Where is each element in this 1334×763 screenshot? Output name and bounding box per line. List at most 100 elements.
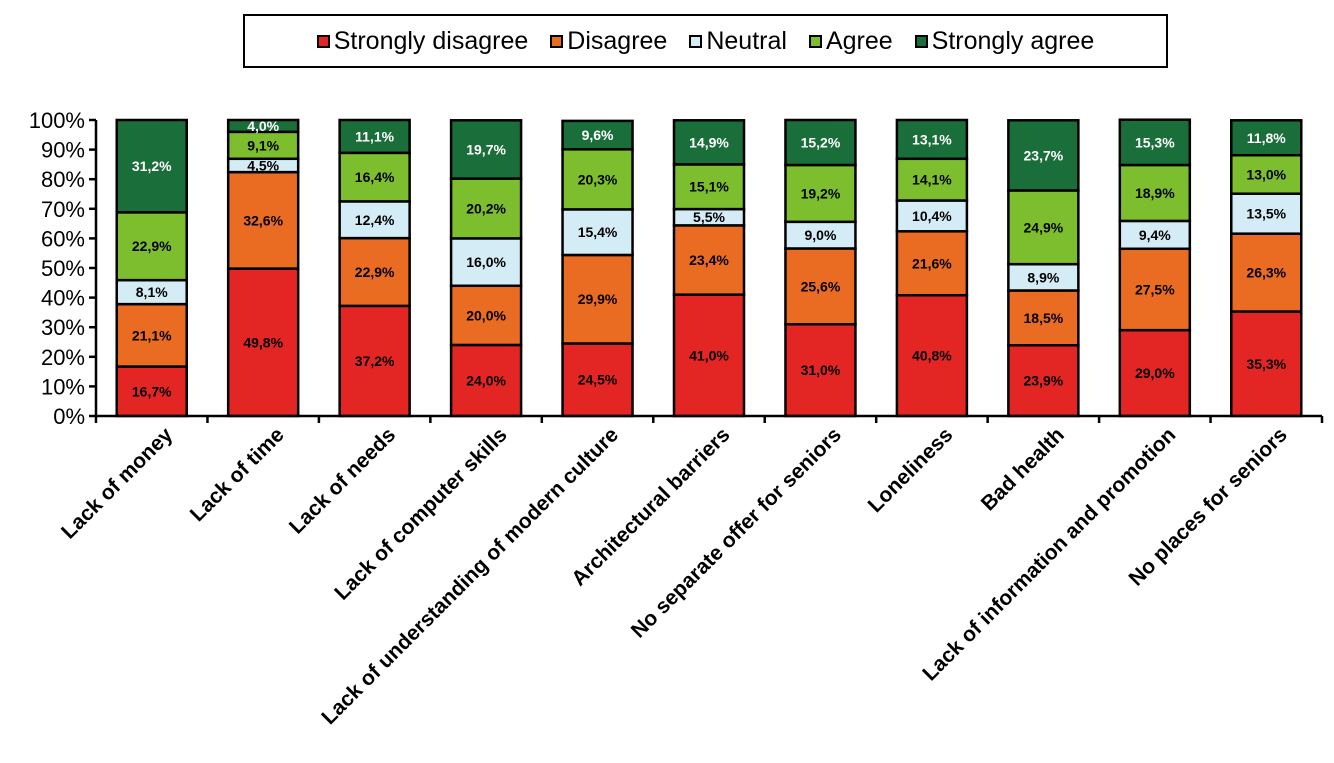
data-label: 20,0% xyxy=(466,307,506,323)
bar-segment xyxy=(449,119,523,180)
legend-item: Strongly disagree xyxy=(316,26,529,56)
x-tick-label: No separate offer for seniors xyxy=(627,423,846,642)
data-label: 23,9% xyxy=(1024,373,1064,389)
legend-item: Neutral xyxy=(689,27,787,56)
legend-swatch xyxy=(550,34,564,48)
x-tick-label: Loneliness xyxy=(864,423,958,517)
bar-segment xyxy=(1230,119,1303,157)
y-tick-label: 40% xyxy=(41,286,85,311)
data-label: 19,7% xyxy=(466,141,506,157)
y-tick-label: 0% xyxy=(53,404,85,429)
legend-swatch xyxy=(808,34,822,48)
data-label: 24,5% xyxy=(578,372,618,388)
bar-segment xyxy=(895,157,969,202)
data-label: 8,1% xyxy=(136,284,168,300)
data-label: 18,5% xyxy=(1024,310,1064,326)
data-label: 19,2% xyxy=(801,185,841,201)
x-tick-label: Bad health xyxy=(977,423,1069,515)
data-label: 35,3% xyxy=(1246,356,1286,372)
data-label: 8,9% xyxy=(1027,269,1059,285)
bar-segment xyxy=(115,365,188,418)
data-label: 32,6% xyxy=(243,212,283,228)
bar-segment xyxy=(895,230,969,297)
data-label: 16,0% xyxy=(466,254,506,270)
data-label: 12,4% xyxy=(355,212,395,228)
legend-label: Strongly disagree xyxy=(333,26,529,55)
y-tick-label: 30% xyxy=(41,315,85,340)
bar-segment xyxy=(672,224,746,296)
bar-segment xyxy=(338,118,411,155)
legend-item: Strongly agree xyxy=(914,26,1095,56)
data-label: 25,6% xyxy=(801,278,841,294)
legend-item: Disagree xyxy=(550,27,667,56)
bar-segment xyxy=(784,322,857,418)
data-label: 22,9% xyxy=(132,238,172,254)
legend-label: Agree xyxy=(825,26,893,55)
data-label: 15,3% xyxy=(1135,134,1175,150)
bar-segment xyxy=(449,284,523,347)
legend-item: Agree xyxy=(808,26,893,56)
x-tick-label: Lack of information and promotion xyxy=(918,423,1180,685)
bar-segment xyxy=(226,118,300,134)
bar-segment xyxy=(226,267,300,418)
legend-label: Strongly agree xyxy=(931,26,1095,55)
bar-segment xyxy=(784,220,857,250)
bar-segment xyxy=(1007,289,1080,347)
bar-segment xyxy=(338,304,411,418)
data-label: 14,1% xyxy=(912,172,952,188)
bar-segment xyxy=(1118,118,1192,167)
data-label: 5,5% xyxy=(693,209,725,225)
x-tick-label: Lack of needs xyxy=(285,423,400,538)
data-label: 20,3% xyxy=(578,171,618,187)
bar-segment xyxy=(1230,192,1303,235)
bar-segment xyxy=(1118,219,1192,251)
data-label: 14,9% xyxy=(689,134,729,150)
bar-segment xyxy=(226,170,300,270)
data-label: 26,3% xyxy=(1246,265,1286,281)
data-label: 31,2% xyxy=(132,158,172,174)
y-tick-label: 80% xyxy=(41,167,85,192)
data-label: 29,0% xyxy=(1135,365,1175,381)
bar-segment xyxy=(338,151,411,203)
data-label: 15,1% xyxy=(689,179,729,195)
data-label: 15,4% xyxy=(578,224,618,240)
bar-segment xyxy=(1118,163,1192,223)
y-tick-label: 100% xyxy=(29,108,85,133)
x-tick-label: Lack of money xyxy=(57,423,177,543)
data-label: 23,7% xyxy=(1024,147,1064,163)
bar-segment xyxy=(895,118,969,161)
data-label: 9,6% xyxy=(582,127,614,143)
data-label: 29,9% xyxy=(578,291,618,307)
bar-segment xyxy=(1118,247,1192,332)
data-label: 21,1% xyxy=(132,327,172,343)
bar-segment xyxy=(784,118,857,167)
data-label: 37,2% xyxy=(355,353,395,369)
data-label: 13,0% xyxy=(1246,166,1286,182)
bar-segment xyxy=(115,302,188,368)
data-label: 13,5% xyxy=(1246,206,1286,222)
data-label: 27,5% xyxy=(1135,281,1175,297)
y-tick-label: 70% xyxy=(41,197,85,222)
data-label: 21,6% xyxy=(912,255,952,271)
data-label: 23,4% xyxy=(689,252,729,268)
data-label: 16,4% xyxy=(355,169,395,185)
y-tick-label: 50% xyxy=(41,256,85,281)
data-label: 24,9% xyxy=(1024,219,1064,235)
bar-segment xyxy=(561,148,634,211)
data-label: 22,9% xyxy=(355,264,395,280)
data-label: 13,1% xyxy=(912,131,952,147)
legend-swatch xyxy=(914,34,928,48)
data-label: 41,0% xyxy=(689,347,729,363)
data-label: 24,0% xyxy=(466,372,506,388)
legend: Strongly disagree Disagree Neutral Agree Str… xyxy=(243,14,1168,68)
data-label: 49,8% xyxy=(243,334,283,350)
y-tick-label: 90% xyxy=(41,138,85,163)
bar-segment xyxy=(1007,189,1080,266)
data-label: 4,0% xyxy=(247,118,279,134)
data-label: 40,8% xyxy=(912,348,952,364)
data-label: 11,8% xyxy=(1247,130,1286,146)
legend-label: Disagree xyxy=(567,26,668,55)
bar-segment xyxy=(449,237,523,288)
data-label: 18,9% xyxy=(1135,185,1175,201)
